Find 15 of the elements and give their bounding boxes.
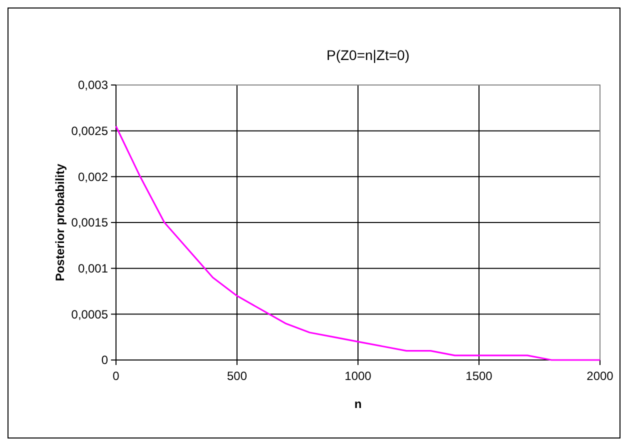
y-tick-label: 0,003 <box>78 78 108 92</box>
y-axis-title: Posterior probability <box>53 164 67 282</box>
x-tick-label: 2000 <box>586 369 614 383</box>
x-tick-label: 0 <box>112 369 120 383</box>
x-tick-label: 1000 <box>344 369 372 383</box>
chart-title: P(Z0=n|Zt=0) <box>326 47 410 63</box>
y-tick-label: 0 <box>101 353 108 368</box>
y-tick-label: 0,0025 <box>71 124 108 138</box>
y-tick-label: 0,001 <box>78 262 108 276</box>
x-tick-label: 500 <box>226 369 248 383</box>
x-tick-label: 1500 <box>466 369 493 383</box>
y-tick-label: 0,0005 <box>71 307 108 322</box>
y-tick-label: 0,0015 <box>71 216 108 230</box>
x-axis-title: n <box>354 397 362 411</box>
y-tick-label: 0,002 <box>78 170 108 184</box>
